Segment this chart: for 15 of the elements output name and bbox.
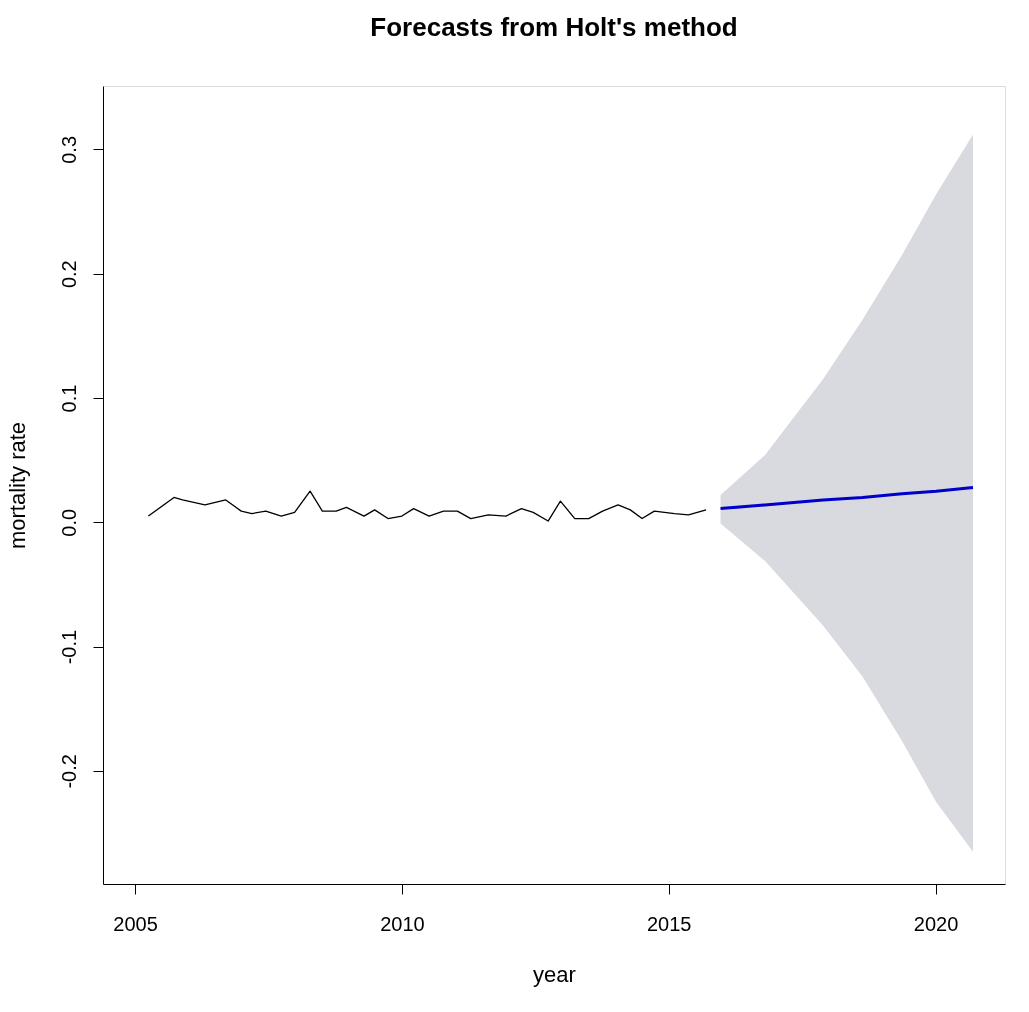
x-tick-label: 2005: [113, 912, 158, 935]
y-tick-label: 0.0: [57, 508, 80, 537]
x-tick-label: 2020: [913, 912, 959, 935]
chart-title: Forecasts from Holt's method: [370, 12, 738, 42]
y-axis-title: mortality rate: [4, 421, 30, 550]
line-series: [147, 490, 707, 522]
line-series: [719, 485, 975, 511]
y-tick-label: -0.2: [57, 754, 80, 789]
y-tick-label: 0.2: [57, 260, 80, 289]
y-tick-label: -0.1: [57, 629, 80, 665]
y-tick-label: 0.1: [57, 384, 80, 413]
x-axis-title: year: [533, 961, 576, 987]
x-tick-label: 2015: [647, 912, 692, 935]
x-tick-label: 2010: [380, 912, 425, 935]
y-tick-label: 0.3: [57, 135, 80, 164]
